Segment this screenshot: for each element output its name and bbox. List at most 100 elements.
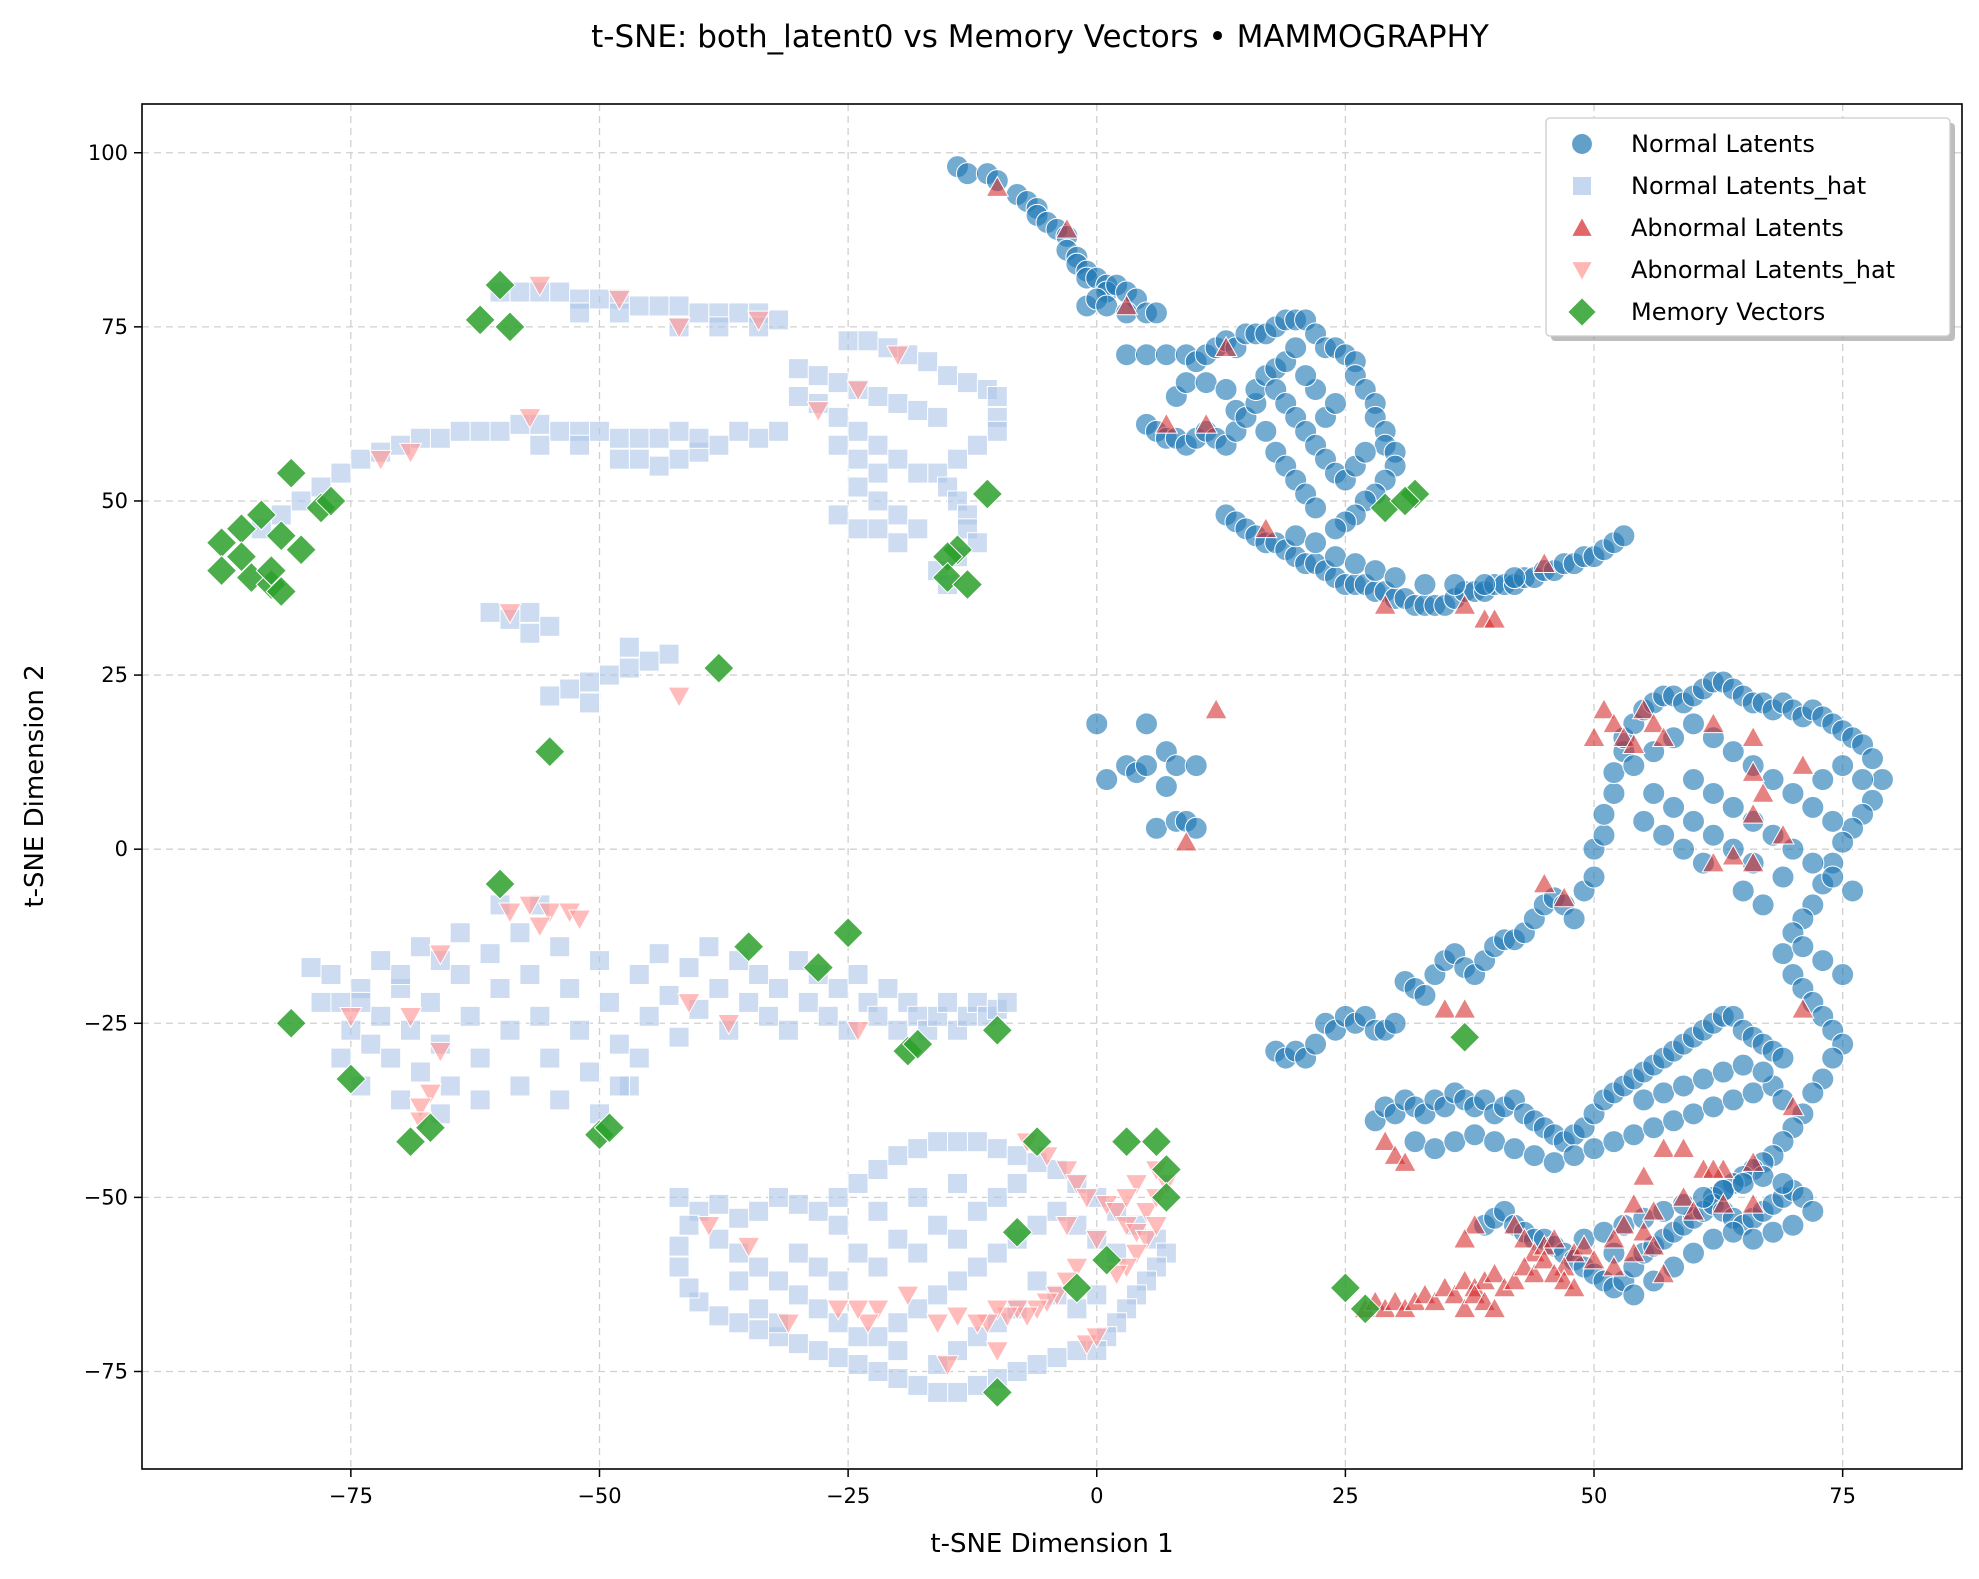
data-point <box>947 1381 969 1403</box>
data-point <box>748 1319 770 1341</box>
data-point <box>917 351 939 373</box>
data-point <box>1001 1216 1033 1248</box>
data-point <box>428 944 453 966</box>
data-point <box>464 304 496 336</box>
data-point <box>1452 1227 1477 1249</box>
data-point <box>1632 809 1656 833</box>
data-point <box>1592 823 1616 847</box>
data-point <box>380 1047 402 1069</box>
data-point <box>1741 1081 1765 1105</box>
legend-label: Abnormal Latents_hat <box>1631 256 1895 284</box>
data-point <box>658 643 680 665</box>
data-point <box>1194 371 1218 395</box>
x-tick-label: 0 <box>1090 1484 1103 1508</box>
data-point <box>708 977 730 999</box>
data-point <box>787 1284 809 1306</box>
data-point <box>947 1172 969 1194</box>
data-point <box>494 311 526 343</box>
data-point <box>1771 942 1795 966</box>
data-point <box>330 462 352 484</box>
data-point <box>549 1089 571 1111</box>
data-point <box>966 532 988 554</box>
data-point <box>985 1341 1010 1363</box>
data-point <box>1831 830 1855 854</box>
data-point <box>1741 1227 1765 1251</box>
data-point <box>265 520 297 552</box>
data-point <box>927 1381 949 1403</box>
data-point <box>1771 1046 1795 1070</box>
data-point <box>1194 412 1219 434</box>
data-point <box>539 1047 561 1069</box>
data-point <box>1294 364 1318 388</box>
data-point <box>807 1340 829 1362</box>
data-point <box>1006 1145 1028 1167</box>
data-point <box>368 449 393 472</box>
data-point <box>569 302 591 324</box>
data-point <box>1701 1157 1726 1179</box>
grid-lines <box>142 104 1962 1469</box>
data-point <box>1711 1060 1735 1084</box>
data-point <box>887 1312 909 1334</box>
y-tick-label: 25 <box>101 663 128 687</box>
data-point <box>1681 1199 1706 1221</box>
data-point <box>484 269 516 301</box>
data-point <box>985 1299 1010 1321</box>
data-point <box>1532 871 1557 894</box>
data-point <box>1681 1241 1705 1265</box>
data-point <box>1482 1296 1507 1319</box>
data-point <box>947 448 969 470</box>
data-point <box>469 1047 491 1069</box>
data-point <box>1651 725 1676 748</box>
data-point <box>867 462 889 484</box>
data-point <box>1801 1199 1825 1223</box>
data-point <box>927 1284 949 1306</box>
data-point <box>1602 1130 1626 1154</box>
y-axis-label: t-SNE Dimension 2 <box>20 664 50 907</box>
data-point <box>1870 768 1894 792</box>
data-point <box>668 1186 690 1208</box>
data-point <box>598 991 620 1013</box>
data-point <box>867 1200 889 1222</box>
data-point <box>1164 754 1188 778</box>
data-point <box>1671 1185 1696 1207</box>
data-point <box>225 540 258 573</box>
data-point <box>1651 1261 1676 1284</box>
chart-title: t-SNE: both_latent0 vs Memory Vectors • … <box>591 19 1489 55</box>
data-point <box>608 1075 630 1097</box>
x-tick-label: −75 <box>329 1484 373 1508</box>
data-point <box>1482 607 1507 629</box>
data-point <box>867 1005 889 1027</box>
data-point <box>927 406 949 428</box>
data-point <box>1671 1136 1696 1158</box>
data-point <box>1046 1347 1068 1369</box>
data-point <box>1144 301 1168 325</box>
data-point <box>758 1005 780 1027</box>
data-point <box>1144 1215 1169 1238</box>
data-point <box>748 1298 770 1320</box>
data-point <box>887 1228 909 1250</box>
legend-label: Normal Latents_hat <box>1631 172 1866 200</box>
data-point <box>1074 1188 1099 1210</box>
data-point <box>1741 802 1765 824</box>
data-point <box>668 420 690 442</box>
data-point <box>529 1005 551 1027</box>
data-point <box>1681 712 1705 736</box>
data-point <box>847 518 869 540</box>
legend-marker <box>1572 176 1592 196</box>
data-point <box>519 622 541 644</box>
data-point <box>887 504 909 526</box>
data-point <box>608 1033 630 1055</box>
data-point <box>1502 1137 1526 1161</box>
data-point <box>628 964 650 986</box>
data-point <box>1641 711 1666 734</box>
data-point <box>1841 879 1865 903</box>
data-point <box>1065 1257 1089 1280</box>
data-point <box>1090 1244 1123 1276</box>
data-point <box>1452 1296 1477 1319</box>
data-point <box>1502 566 1526 590</box>
data-point <box>418 1083 443 1105</box>
data-point <box>1721 740 1745 764</box>
data-point <box>310 991 332 1013</box>
data-point <box>469 1089 491 1111</box>
legend-label: Normal Latents <box>1631 130 1815 158</box>
